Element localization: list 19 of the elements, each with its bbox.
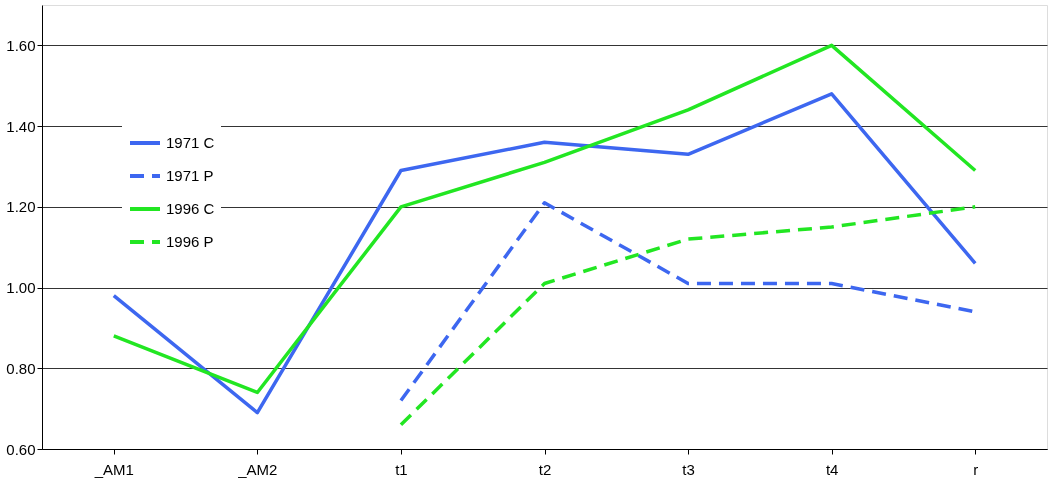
x-tick-label: r: [973, 460, 979, 478]
x-tick-label: t4: [825, 460, 839, 478]
x-tick-label: t3: [682, 460, 695, 478]
legend-label: 1971 C: [166, 134, 215, 151]
y-tick-label: 1.60: [6, 36, 36, 54]
y-tick-label: 1.20: [6, 198, 36, 216]
line-series: [112, 92, 977, 415]
x-tick-label: _AM1: [93, 460, 134, 478]
legend-label: 1996 C: [166, 200, 215, 217]
x-tick-label: t1: [395, 460, 408, 478]
y-tick-label: 0.80: [6, 359, 36, 377]
legend-label: 1971 P: [166, 167, 214, 184]
legend-label: 1996 P: [166, 233, 214, 250]
y-tick-label: 1.40: [6, 117, 36, 135]
x-tick-label: _AM2: [237, 460, 278, 478]
y-tick-label: 0.60: [6, 440, 36, 458]
line-series: [112, 43, 977, 395]
x-tick-label: t2: [538, 460, 552, 478]
y-tick-label: 1.00: [6, 279, 36, 297]
